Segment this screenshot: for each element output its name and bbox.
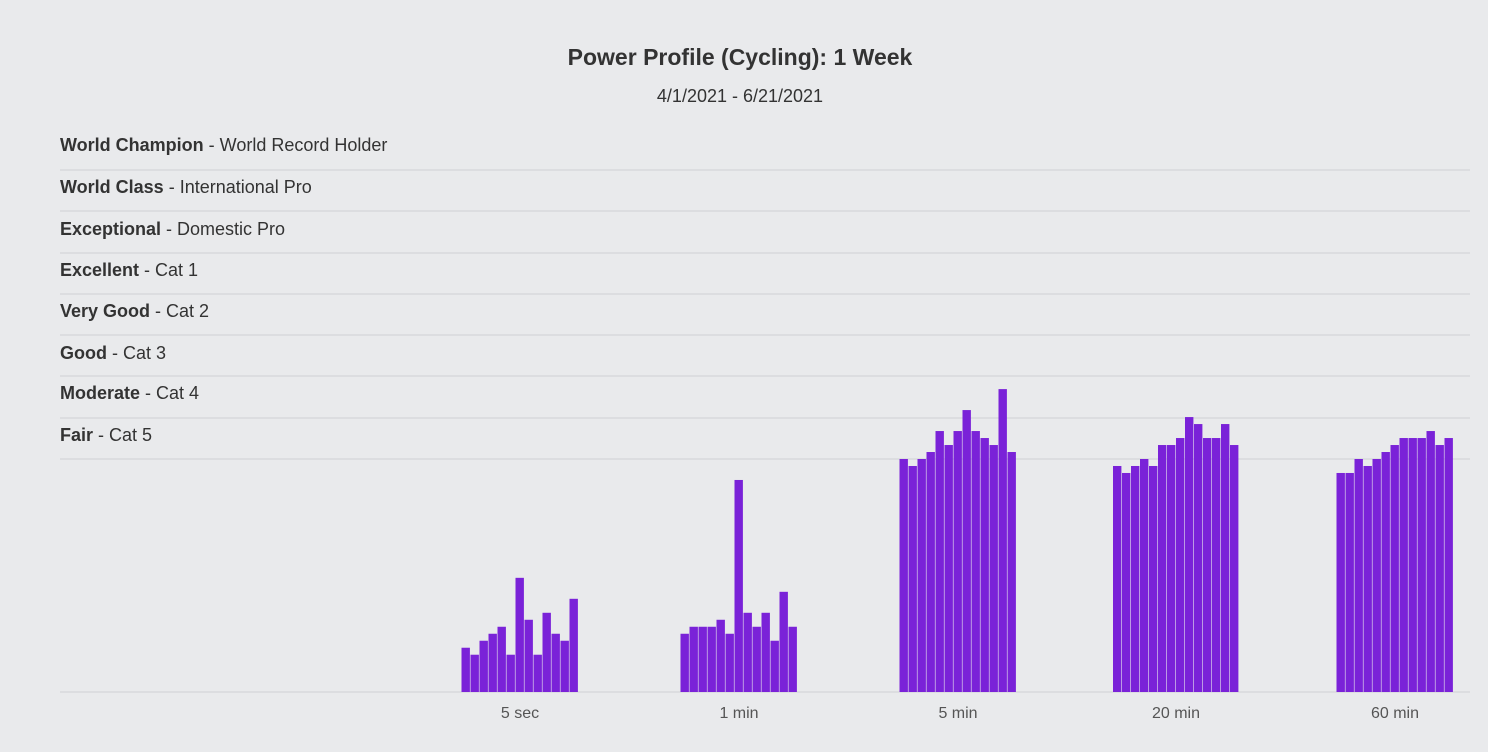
level-label: Exceptional - Domestic Pro — [60, 219, 285, 239]
power-bar[interactable] — [1435, 445, 1444, 692]
power-bar[interactable] — [698, 626, 707, 692]
power-bar[interactable] — [524, 619, 533, 692]
power-bar[interactable] — [1381, 452, 1390, 692]
power-bar[interactable] — [725, 633, 734, 692]
x-tick-label: 20 min — [1152, 705, 1200, 722]
power-bar[interactable] — [1122, 472, 1131, 692]
level-label: Fair - Cat 5 — [60, 425, 152, 445]
power-bar[interactable] — [542, 612, 551, 692]
power-bar[interactable] — [788, 626, 797, 692]
power-bar[interactable] — [1336, 472, 1345, 692]
level-desc: - Domestic Pro — [161, 219, 285, 239]
level-label: Good - Cat 3 — [60, 343, 166, 363]
power-bar[interactable] — [1149, 465, 1158, 692]
power-bar[interactable] — [935, 431, 944, 692]
power-bar[interactable] — [533, 654, 542, 692]
power-bar[interactable] — [917, 459, 926, 692]
power-bar[interactable] — [1203, 438, 1212, 692]
level-name: Moderate — [60, 383, 140, 403]
power-bar[interactable] — [1131, 465, 1140, 692]
power-bar[interactable] — [1194, 424, 1203, 692]
power-bar[interactable] — [1390, 445, 1399, 692]
level-name: World Class — [60, 177, 164, 197]
power-bar[interactable] — [1426, 431, 1435, 692]
power-bar[interactable] — [551, 633, 560, 692]
power-bar[interactable] — [899, 459, 908, 692]
power-bar[interactable] — [488, 633, 497, 692]
power-bar[interactable] — [1212, 438, 1221, 692]
power-bar[interactable] — [479, 640, 488, 692]
power-bar[interactable] — [1158, 445, 1167, 692]
power-bar[interactable] — [1372, 459, 1381, 692]
power-bar[interactable] — [1354, 459, 1363, 692]
power-bar[interactable] — [1140, 459, 1149, 692]
power-bar[interactable] — [980, 438, 989, 692]
power-bar[interactable] — [944, 445, 953, 692]
power-bar[interactable] — [962, 410, 971, 692]
power-bar[interactable] — [1185, 417, 1194, 692]
chart-subtitle: 4/1/2021 - 6/21/2021 — [656, 86, 824, 106]
power-bar[interactable] — [1221, 424, 1230, 692]
power-bar[interactable] — [1444, 438, 1453, 692]
power-bar[interactable] — [461, 647, 470, 692]
power-bar[interactable] — [953, 431, 962, 692]
power-bar[interactable] — [1363, 465, 1372, 692]
level-desc: - Cat 3 — [107, 343, 166, 363]
level-desc: - International Pro — [164, 177, 312, 197]
power-bar[interactable] — [734, 479, 743, 692]
level-desc: - Cat 1 — [139, 260, 198, 280]
power-bar[interactable] — [971, 431, 980, 692]
level-label: World Champion - World Record Holder — [60, 135, 387, 155]
level-name: Excellent — [60, 260, 139, 280]
chart-title: Power Profile (Cycling): 1 Week — [567, 44, 913, 70]
x-tick-label: 5 min — [938, 705, 977, 722]
power-bar[interactable] — [779, 591, 788, 692]
power-bar[interactable] — [761, 612, 770, 692]
power-bar[interactable] — [752, 626, 761, 692]
level-label: Moderate - Cat 4 — [60, 383, 199, 403]
x-tick-label: 1 min — [719, 705, 758, 722]
level-label: Excellent - Cat 1 — [60, 260, 198, 280]
level-name: World Champion — [60, 135, 204, 155]
power-bar[interactable] — [743, 612, 752, 692]
level-name: Fair — [60, 425, 93, 445]
power-bar[interactable] — [470, 654, 479, 692]
level-label: World Class - International Pro — [60, 177, 312, 197]
level-name: Very Good — [60, 301, 150, 321]
power-bar[interactable] — [689, 626, 698, 692]
x-tick-label: 60 min — [1371, 705, 1419, 722]
power-bar[interactable] — [506, 654, 515, 692]
power-bar[interactable] — [497, 626, 506, 692]
level-name: Good — [60, 343, 107, 363]
power-bar[interactable] — [998, 389, 1007, 692]
power-bar[interactable] — [515, 577, 524, 692]
power-bar[interactable] — [908, 465, 917, 692]
level-desc: - Cat 2 — [150, 301, 209, 321]
power-bar[interactable] — [989, 445, 998, 692]
level-desc: - Cat 4 — [140, 383, 199, 403]
power-bar[interactable] — [770, 640, 779, 692]
power-bar[interactable] — [560, 640, 569, 692]
power-bar[interactable] — [1345, 472, 1354, 692]
power-bar[interactable] — [1230, 445, 1239, 692]
power-bar[interactable] — [569, 598, 578, 692]
power-bar[interactable] — [1167, 445, 1176, 692]
power-bar[interactable] — [716, 619, 725, 692]
level-desc: - World Record Holder — [204, 135, 388, 155]
power-bar[interactable] — [707, 626, 716, 692]
power-bar[interactable] — [1007, 452, 1016, 692]
power-bar[interactable] — [1408, 438, 1417, 692]
power-bar[interactable] — [1417, 438, 1426, 692]
power-bar[interactable] — [680, 633, 689, 692]
power-bar[interactable] — [1399, 438, 1408, 692]
power-bar[interactable] — [926, 452, 935, 692]
power-bar[interactable] — [1113, 465, 1122, 692]
level-desc: - Cat 5 — [93, 425, 152, 445]
level-label: Very Good - Cat 2 — [60, 301, 209, 321]
x-tick-label: 5 sec — [501, 705, 539, 722]
power-bar[interactable] — [1176, 438, 1185, 692]
level-name: Exceptional — [60, 219, 161, 239]
